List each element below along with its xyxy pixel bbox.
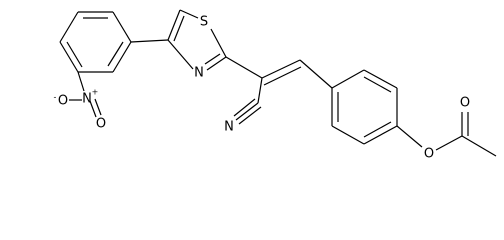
atom-label: S [200,15,208,30]
charge-label: - [54,93,57,102]
atom-label: O [58,94,68,109]
charge-label: + [92,88,99,97]
bonds [59,9,497,157]
molecule-diagram: S N N N + O O - O O [54,9,497,162]
atom-label: N [224,120,234,135]
atom-label: N [82,92,92,107]
atom-label: O [460,96,470,111]
atom-label: O [424,147,434,162]
atom-label: N [194,66,204,81]
atom-label: O [96,117,106,132]
atom-labels: S N N N + O O - O O [54,15,471,162]
